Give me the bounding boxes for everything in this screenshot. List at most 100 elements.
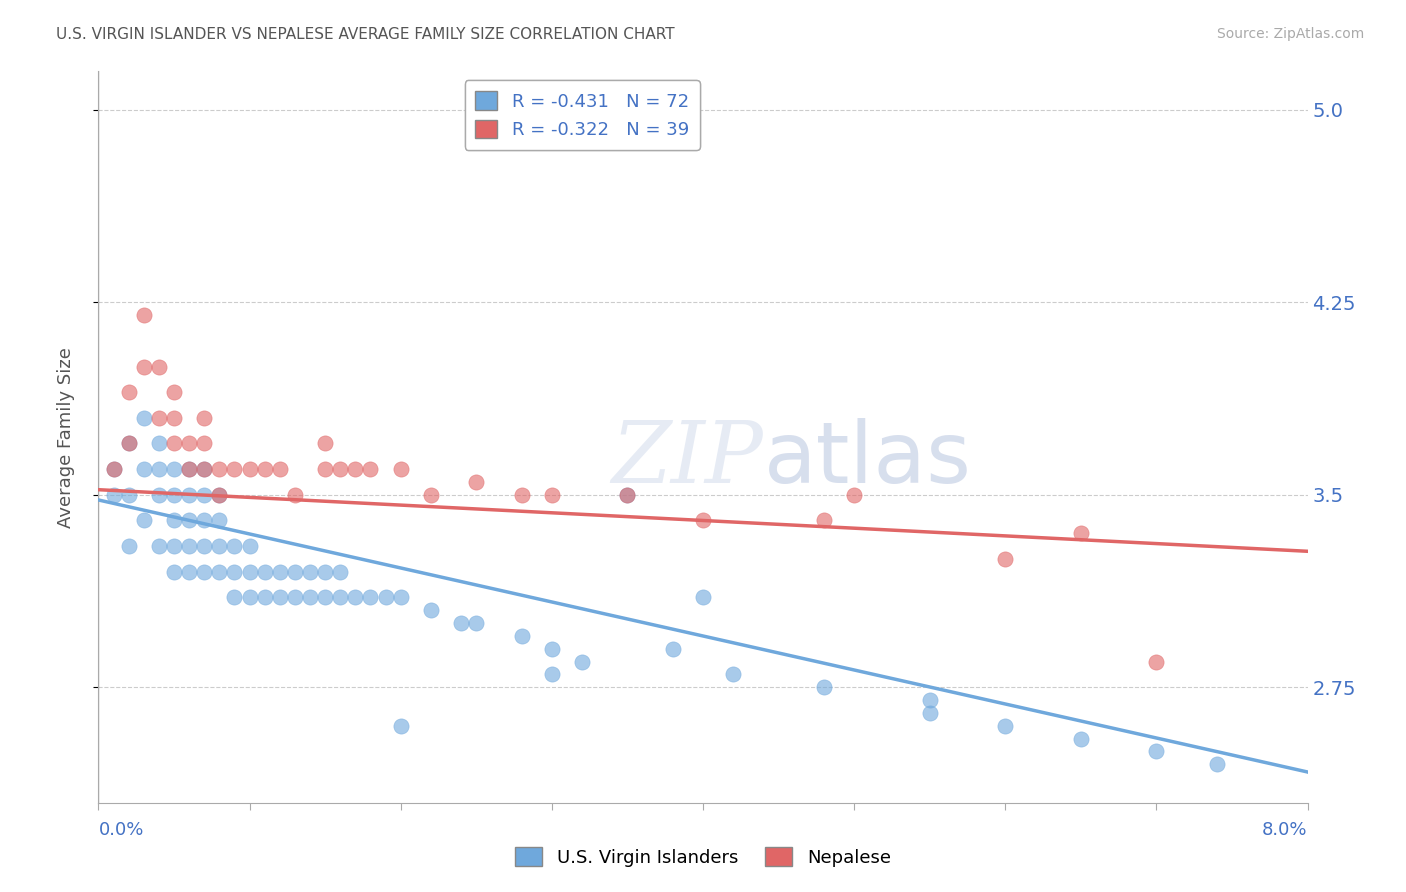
- Point: [239, 539, 262, 553]
- Point: [179, 436, 201, 450]
- Point: [299, 591, 322, 605]
- Point: [284, 488, 307, 502]
- Point: [163, 410, 186, 425]
- Point: [208, 462, 231, 476]
- Point: [208, 539, 231, 553]
- Point: [118, 385, 141, 400]
- Point: [208, 565, 231, 579]
- Point: [224, 462, 246, 476]
- Point: [163, 462, 186, 476]
- Point: [193, 462, 215, 476]
- Point: [918, 706, 941, 720]
- Point: [118, 436, 141, 450]
- Point: [148, 410, 170, 425]
- Text: atlas: atlas: [763, 417, 972, 500]
- Point: [692, 591, 714, 605]
- Point: [103, 462, 125, 476]
- Point: [163, 436, 186, 450]
- Point: [616, 488, 638, 502]
- Point: [163, 539, 186, 553]
- Point: [314, 462, 336, 476]
- Point: [329, 462, 352, 476]
- Point: [314, 591, 336, 605]
- Point: [692, 514, 714, 528]
- Point: [208, 514, 231, 528]
- Point: [269, 565, 291, 579]
- Point: [148, 539, 170, 553]
- Point: [118, 488, 141, 502]
- Point: [224, 565, 246, 579]
- Point: [465, 475, 488, 489]
- Point: [1070, 526, 1092, 541]
- Point: [208, 488, 231, 502]
- Point: [103, 462, 125, 476]
- Point: [844, 488, 866, 502]
- Point: [1070, 731, 1092, 746]
- Point: [118, 436, 141, 450]
- Point: [118, 539, 141, 553]
- Point: [132, 308, 155, 322]
- Point: [1206, 757, 1229, 772]
- Text: U.S. VIRGIN ISLANDER VS NEPALESE AVERAGE FAMILY SIZE CORRELATION CHART: U.S. VIRGIN ISLANDER VS NEPALESE AVERAGE…: [56, 27, 675, 42]
- Text: 0.0%: 0.0%: [98, 821, 143, 838]
- Point: [540, 667, 562, 681]
- Point: [314, 565, 336, 579]
- Point: [193, 514, 215, 528]
- Point: [193, 410, 215, 425]
- Point: [918, 693, 941, 707]
- Point: [179, 514, 201, 528]
- Point: [148, 359, 170, 374]
- Point: [224, 591, 246, 605]
- Point: [389, 591, 412, 605]
- Point: [329, 565, 352, 579]
- Point: [179, 462, 201, 476]
- Point: [132, 410, 155, 425]
- Point: [269, 462, 291, 476]
- Point: [1146, 655, 1168, 669]
- Point: [661, 641, 683, 656]
- Point: [723, 667, 745, 681]
- Text: ZIP: ZIP: [612, 417, 763, 500]
- Point: [132, 514, 155, 528]
- Point: [420, 488, 443, 502]
- Point: [148, 462, 170, 476]
- Point: [179, 462, 201, 476]
- Point: [163, 565, 186, 579]
- Point: [374, 591, 396, 605]
- Point: [179, 539, 201, 553]
- Point: [389, 462, 412, 476]
- Point: [450, 616, 472, 631]
- Point: [253, 462, 276, 476]
- Point: [299, 565, 322, 579]
- Text: 8.0%: 8.0%: [1263, 821, 1308, 838]
- Point: [132, 462, 155, 476]
- Point: [813, 681, 835, 695]
- Point: [148, 488, 170, 502]
- Point: [994, 552, 1017, 566]
- Point: [193, 436, 215, 450]
- Point: [510, 629, 533, 643]
- Legend: U.S. Virgin Islanders, Nepalese: U.S. Virgin Islanders, Nepalese: [508, 840, 898, 874]
- Point: [193, 539, 215, 553]
- Point: [284, 591, 307, 605]
- Point: [813, 514, 835, 528]
- Point: [239, 462, 262, 476]
- Point: [179, 565, 201, 579]
- Point: [193, 462, 215, 476]
- Point: [253, 565, 276, 579]
- Point: [253, 591, 276, 605]
- Point: [329, 591, 352, 605]
- Point: [193, 488, 215, 502]
- Text: Source: ZipAtlas.com: Source: ZipAtlas.com: [1216, 27, 1364, 41]
- Point: [179, 488, 201, 502]
- Point: [239, 565, 262, 579]
- Point: [465, 616, 488, 631]
- Point: [344, 591, 367, 605]
- Point: [344, 462, 367, 476]
- Y-axis label: Average Family Size: Average Family Size: [56, 347, 75, 527]
- Point: [616, 488, 638, 502]
- Point: [284, 565, 307, 579]
- Point: [1146, 744, 1168, 758]
- Point: [540, 488, 562, 502]
- Point: [224, 539, 246, 553]
